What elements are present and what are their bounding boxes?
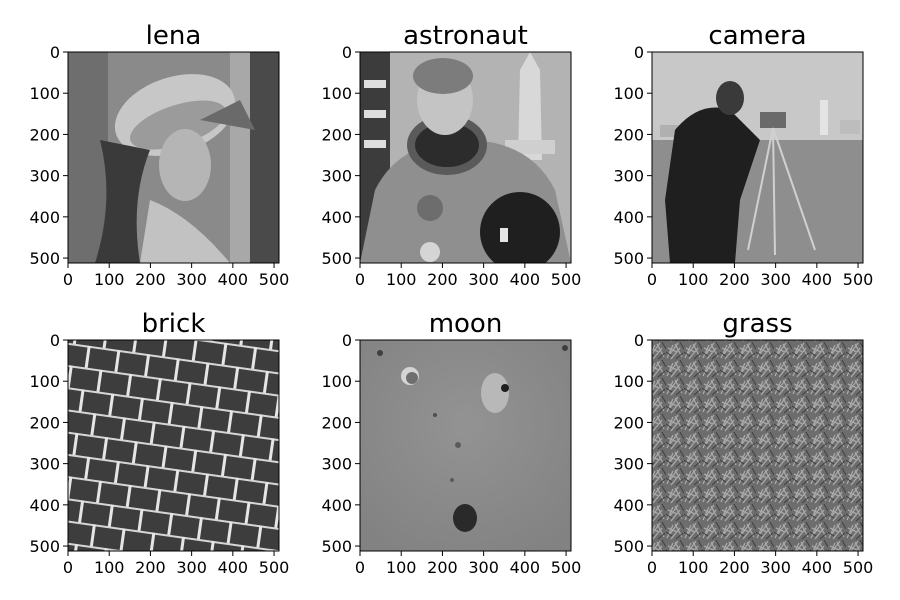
panel-title: astronaut xyxy=(403,21,528,51)
y-tick-label: 200 xyxy=(321,125,352,144)
panel-camera: camera xyxy=(651,21,864,264)
panel-title: brick xyxy=(142,309,206,339)
y-tick-label: 400 xyxy=(613,496,644,515)
x-tick-label: 100 xyxy=(94,558,125,577)
panel-lena: lena xyxy=(67,21,280,264)
y-tick-label: 0 xyxy=(342,43,352,62)
y-tick-label: 500 xyxy=(29,537,60,556)
y-tick-label: 300 xyxy=(321,455,352,474)
image-grass xyxy=(652,340,863,551)
x-tick-label: 300 xyxy=(176,270,207,289)
y-tick-label: 500 xyxy=(613,537,644,556)
image-astronaut xyxy=(360,52,571,263)
y-tick-label: 100 xyxy=(613,372,644,391)
panel-title: camera xyxy=(708,21,806,51)
x-tick-label: 100 xyxy=(678,558,709,577)
y-tick-label: 0 xyxy=(342,331,352,350)
x-tick-label: 400 xyxy=(802,270,833,289)
y-tick-label: 500 xyxy=(613,249,644,268)
x-tick-label: 500 xyxy=(843,270,874,289)
x-tick-label: 200 xyxy=(719,558,750,577)
x-tick-label: 300 xyxy=(760,558,791,577)
x-tick-label: 200 xyxy=(135,558,166,577)
y-tick-label: 300 xyxy=(29,455,60,474)
y-tick-label: 200 xyxy=(613,413,644,432)
y-tick-label: 100 xyxy=(29,84,60,103)
x-tick-label: 300 xyxy=(176,558,207,577)
y-tick-label: 500 xyxy=(321,537,352,556)
y-tick-label: 200 xyxy=(613,125,644,144)
x-tick-label: 200 xyxy=(135,270,166,289)
x-tick-label: 300 xyxy=(760,270,791,289)
x-tick-label: 200 xyxy=(427,558,458,577)
y-tick-label: 0 xyxy=(50,331,60,350)
y-tick-label: 400 xyxy=(613,208,644,227)
x-tick-label: 500 xyxy=(551,270,582,289)
panel-title: grass xyxy=(722,309,792,339)
panel-moon: moon xyxy=(359,309,572,552)
y-tick-label: 300 xyxy=(613,167,644,186)
x-tick-label: 0 xyxy=(63,270,73,289)
y-tick-label: 100 xyxy=(321,372,352,391)
x-tick-label: 100 xyxy=(386,558,417,577)
axis-ticks: 0010010020020030030040040050050000100100… xyxy=(29,43,873,577)
x-tick-label: 100 xyxy=(386,270,417,289)
image-brick xyxy=(68,340,279,551)
x-tick-label: 500 xyxy=(259,270,290,289)
x-tick-label: 200 xyxy=(427,270,458,289)
x-tick-label: 300 xyxy=(468,558,499,577)
x-tick-label: 400 xyxy=(510,270,541,289)
panel-brick: brick xyxy=(67,309,280,552)
x-tick-label: 0 xyxy=(355,558,365,577)
y-tick-label: 100 xyxy=(29,372,60,391)
image-camera xyxy=(652,52,863,263)
y-tick-label: 300 xyxy=(321,167,352,186)
y-tick-label: 100 xyxy=(321,84,352,103)
y-tick-label: 400 xyxy=(29,496,60,515)
y-tick-label: 0 xyxy=(634,43,644,62)
image-moon xyxy=(360,340,571,551)
x-tick-label: 100 xyxy=(678,270,709,289)
panel-title: lena xyxy=(146,21,202,51)
y-tick-label: 200 xyxy=(29,125,60,144)
y-tick-label: 400 xyxy=(29,208,60,227)
x-tick-label: 500 xyxy=(843,558,874,577)
x-tick-label: 300 xyxy=(468,270,499,289)
y-tick-label: 200 xyxy=(321,413,352,432)
y-tick-label: 500 xyxy=(321,249,352,268)
x-tick-label: 500 xyxy=(551,558,582,577)
y-tick-label: 0 xyxy=(50,43,60,62)
x-tick-label: 400 xyxy=(218,270,249,289)
y-tick-label: 400 xyxy=(321,496,352,515)
y-tick-label: 200 xyxy=(29,413,60,432)
x-tick-label: 400 xyxy=(510,558,541,577)
x-tick-label: 0 xyxy=(647,558,657,577)
y-tick-label: 500 xyxy=(29,249,60,268)
x-tick-label: 0 xyxy=(647,270,657,289)
image-lena xyxy=(68,52,279,263)
y-tick-label: 100 xyxy=(613,84,644,103)
x-tick-label: 400 xyxy=(802,558,833,577)
x-tick-label: 400 xyxy=(218,558,249,577)
x-tick-label: 500 xyxy=(259,558,290,577)
y-tick-label: 300 xyxy=(29,167,60,186)
x-tick-label: 100 xyxy=(94,270,125,289)
y-tick-label: 400 xyxy=(321,208,352,227)
panel-grass: grass xyxy=(651,309,864,552)
panel-astronaut: astronaut xyxy=(359,21,572,264)
x-tick-label: 0 xyxy=(355,270,365,289)
panel-title: moon xyxy=(429,309,503,339)
y-tick-label: 300 xyxy=(613,455,644,474)
x-tick-label: 0 xyxy=(63,558,73,577)
y-tick-label: 0 xyxy=(634,331,644,350)
x-tick-label: 200 xyxy=(719,270,750,289)
